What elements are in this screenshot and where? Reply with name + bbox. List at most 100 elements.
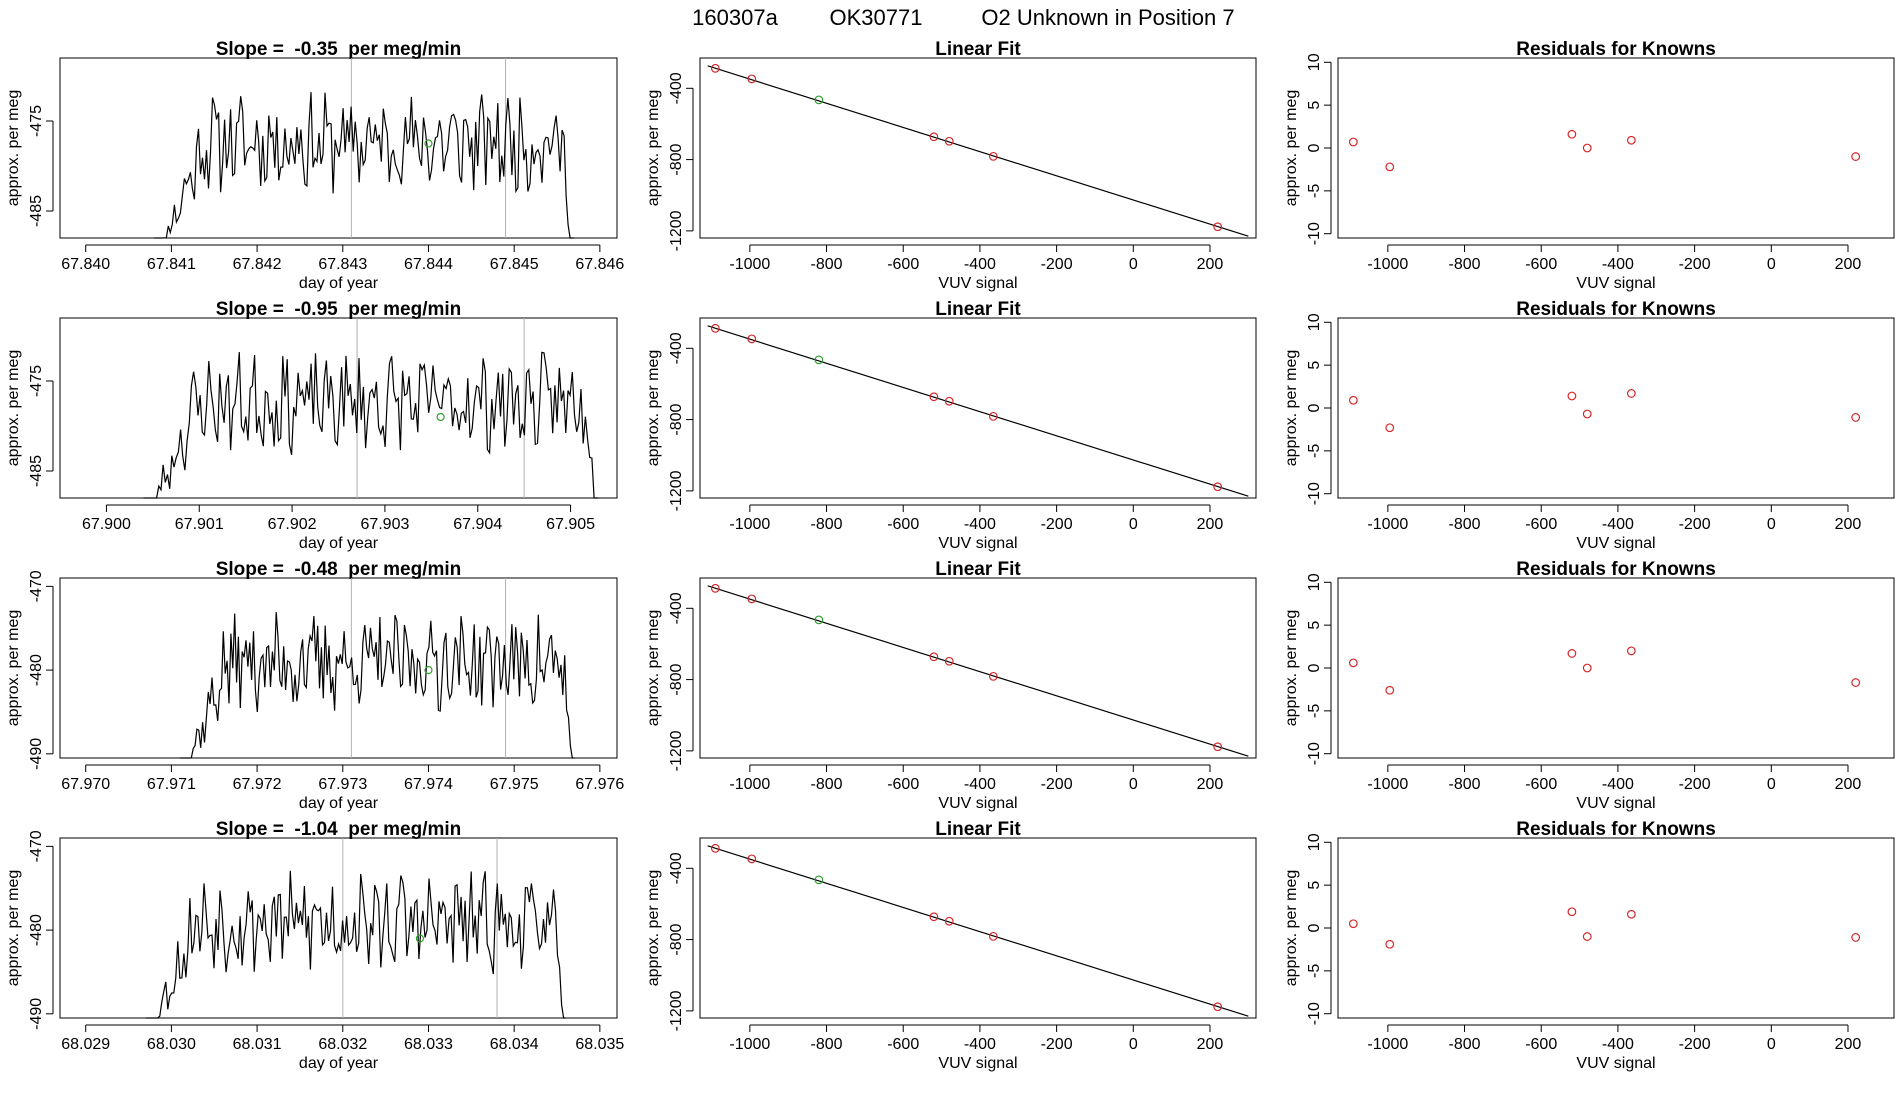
panel-linear-fit-3: Linear Fit VUV signal approx. per meg -1000…	[645, 559, 1257, 812]
time-series-x-tick-label: 67.843	[318, 256, 367, 273]
known-point	[929, 392, 939, 402]
time-series-x-tick-label: 68.029	[61, 1036, 110, 1053]
time-series-y-tick-label: -485	[28, 455, 45, 487]
known-point	[1213, 222, 1223, 232]
residuals-x-tick-label: -200	[1679, 1036, 1711, 1053]
residuals-x-tick-label: -1000	[1367, 1036, 1408, 1053]
residuals-title: Residuals for Knowns	[1516, 39, 1716, 60]
known-point	[944, 136, 954, 146]
linear-fit-y-tick-label: -400	[668, 332, 685, 364]
panel-time-series-2: Slope = -0.95 per meg/min day of year appr…	[5, 299, 618, 552]
residual-point	[1626, 389, 1636, 398]
residual-point	[1385, 685, 1395, 695]
known-point	[710, 843, 720, 853]
residuals-x-tick-label: -600	[1525, 516, 1557, 533]
residuals-y-tick-label: -10	[1306, 742, 1323, 765]
time-series-y-tick-label: -475	[28, 365, 45, 397]
unknown-point	[436, 412, 445, 422]
residuals-y-label: approx. per meg	[1283, 610, 1300, 727]
linear-fit-x-tick-label: -600	[887, 776, 919, 793]
header-tank: OK30771	[830, 5, 923, 30]
time-series-x-tick-label: 68.035	[575, 1036, 624, 1053]
panel-linear-fit-4: Linear Fit VUV signal approx. per meg -1000…	[645, 819, 1257, 1072]
fit-line	[707, 585, 1249, 757]
residuals-x-tick-label: -600	[1525, 256, 1557, 273]
residuals-x-tick-label: -600	[1525, 776, 1557, 793]
panel-linear-fit-2: Linear Fit VUV signal approx. per meg -1000…	[645, 299, 1257, 552]
slope-unit: per meg/min	[338, 559, 462, 580]
linear-fit-y-tick-label: -800	[668, 403, 685, 435]
time-series-title: Slope = -0.95 per meg/min	[216, 299, 462, 320]
fit-line	[707, 65, 1249, 237]
residual-point	[1626, 909, 1636, 919]
linear-fit-x-label: VUV signal	[938, 795, 1017, 812]
known-point	[710, 63, 720, 73]
residuals-x-tick-label: -800	[1449, 776, 1481, 793]
residuals-y-tick-label: -10	[1306, 482, 1323, 505]
residuals-y-tick-label: 0	[1306, 663, 1323, 672]
linear-fit-y-tick-label: -1200	[668, 470, 685, 511]
panel-residuals-2: Residuals for Knowns VUV signal approx. pe…	[1283, 299, 1895, 552]
known-point	[944, 656, 954, 666]
slope-prefix: Slope =	[216, 559, 295, 580]
slope-unit: per meg/min	[338, 39, 462, 60]
time-series-x-tick-label: 68.033	[404, 1036, 453, 1053]
plot-frame-r3c2	[1337, 837, 1895, 1019]
time-series-x-tick-label: 67.975	[490, 776, 539, 793]
linear-fit-y-label: approx. per meg	[645, 870, 662, 987]
linear-fit-x-tick-label: 0	[1129, 1036, 1138, 1053]
linear-fit-x-tick-label: 0	[1129, 256, 1138, 273]
slope-value: -0.48	[294, 559, 337, 580]
linear-fit-title: Linear Fit	[935, 559, 1021, 580]
time-series-y-tick-label: -485	[28, 195, 45, 227]
known-point	[1213, 482, 1223, 492]
time-series-x-label: day of year	[299, 275, 379, 292]
linear-fit-x-tick-label: -1000	[729, 256, 770, 273]
time-series-x-tick-label: 67.900	[82, 516, 131, 533]
header-description: O2 Unknown in Position 7	[981, 5, 1234, 30]
residuals-y-label: approx. per meg	[1283, 350, 1300, 467]
time-series-x-tick-label: 67.901	[175, 516, 224, 533]
time-series-x-tick-label: 67.903	[360, 516, 409, 533]
residuals-y-tick-label: -5	[1306, 704, 1323, 718]
header-run-id: 160307a	[692, 5, 778, 30]
plot-frame-r2c2	[1337, 577, 1895, 759]
time-series-x-tick-label: 68.031	[233, 1036, 282, 1053]
residuals-y-tick-label: -5	[1306, 444, 1323, 458]
residuals-x-tick-label: 200	[1835, 516, 1862, 533]
residuals-y-tick-label: 5	[1306, 361, 1323, 370]
time-series-x-label: day of year	[299, 535, 379, 552]
residuals-y-tick-label: -10	[1306, 1002, 1323, 1025]
residuals-y-tick-label: 0	[1306, 143, 1323, 152]
residuals-title: Residuals for Knowns	[1516, 819, 1716, 840]
residuals-x-tick-label: 200	[1835, 776, 1862, 793]
known-point	[988, 931, 998, 941]
residuals-x-tick-label: -200	[1679, 256, 1711, 273]
known-point	[747, 74, 757, 84]
linear-fit-x-tick-label: -1000	[729, 1036, 770, 1053]
residuals-y-tick-label: 0	[1306, 923, 1323, 932]
residual-point	[1567, 649, 1577, 658]
linear-fit-x-tick-label: -1000	[729, 516, 770, 533]
time-series-x-tick-label: 67.974	[404, 776, 453, 793]
fit-line	[707, 845, 1249, 1017]
residuals-x-tick-label: -800	[1449, 1036, 1481, 1053]
plot-frame-r3c1	[699, 837, 1257, 1019]
time-series-line	[145, 870, 566, 1019]
plot-frame-r2c0	[59, 577, 618, 759]
linear-fit-y-tick-label: -400	[668, 592, 685, 624]
linear-fit-y-tick-label: -1200	[668, 210, 685, 251]
residual-point	[1385, 423, 1395, 433]
residual-point	[1851, 413, 1861, 422]
known-point	[1213, 1002, 1223, 1012]
linear-fit-x-tick-label: -400	[964, 516, 996, 533]
residual-point	[1385, 939, 1395, 949]
residuals-x-label: VUV signal	[1576, 1055, 1655, 1072]
time-series-x-label: day of year	[299, 1055, 379, 1072]
linear-fit-x-label: VUV signal	[938, 1055, 1017, 1072]
linear-fit-title: Linear Fit	[935, 299, 1021, 320]
linear-fit-x-tick-label: -600	[887, 516, 919, 533]
time-series-y-tick-label: -480	[28, 914, 45, 946]
residuals-y-label: approx. per meg	[1283, 90, 1300, 207]
